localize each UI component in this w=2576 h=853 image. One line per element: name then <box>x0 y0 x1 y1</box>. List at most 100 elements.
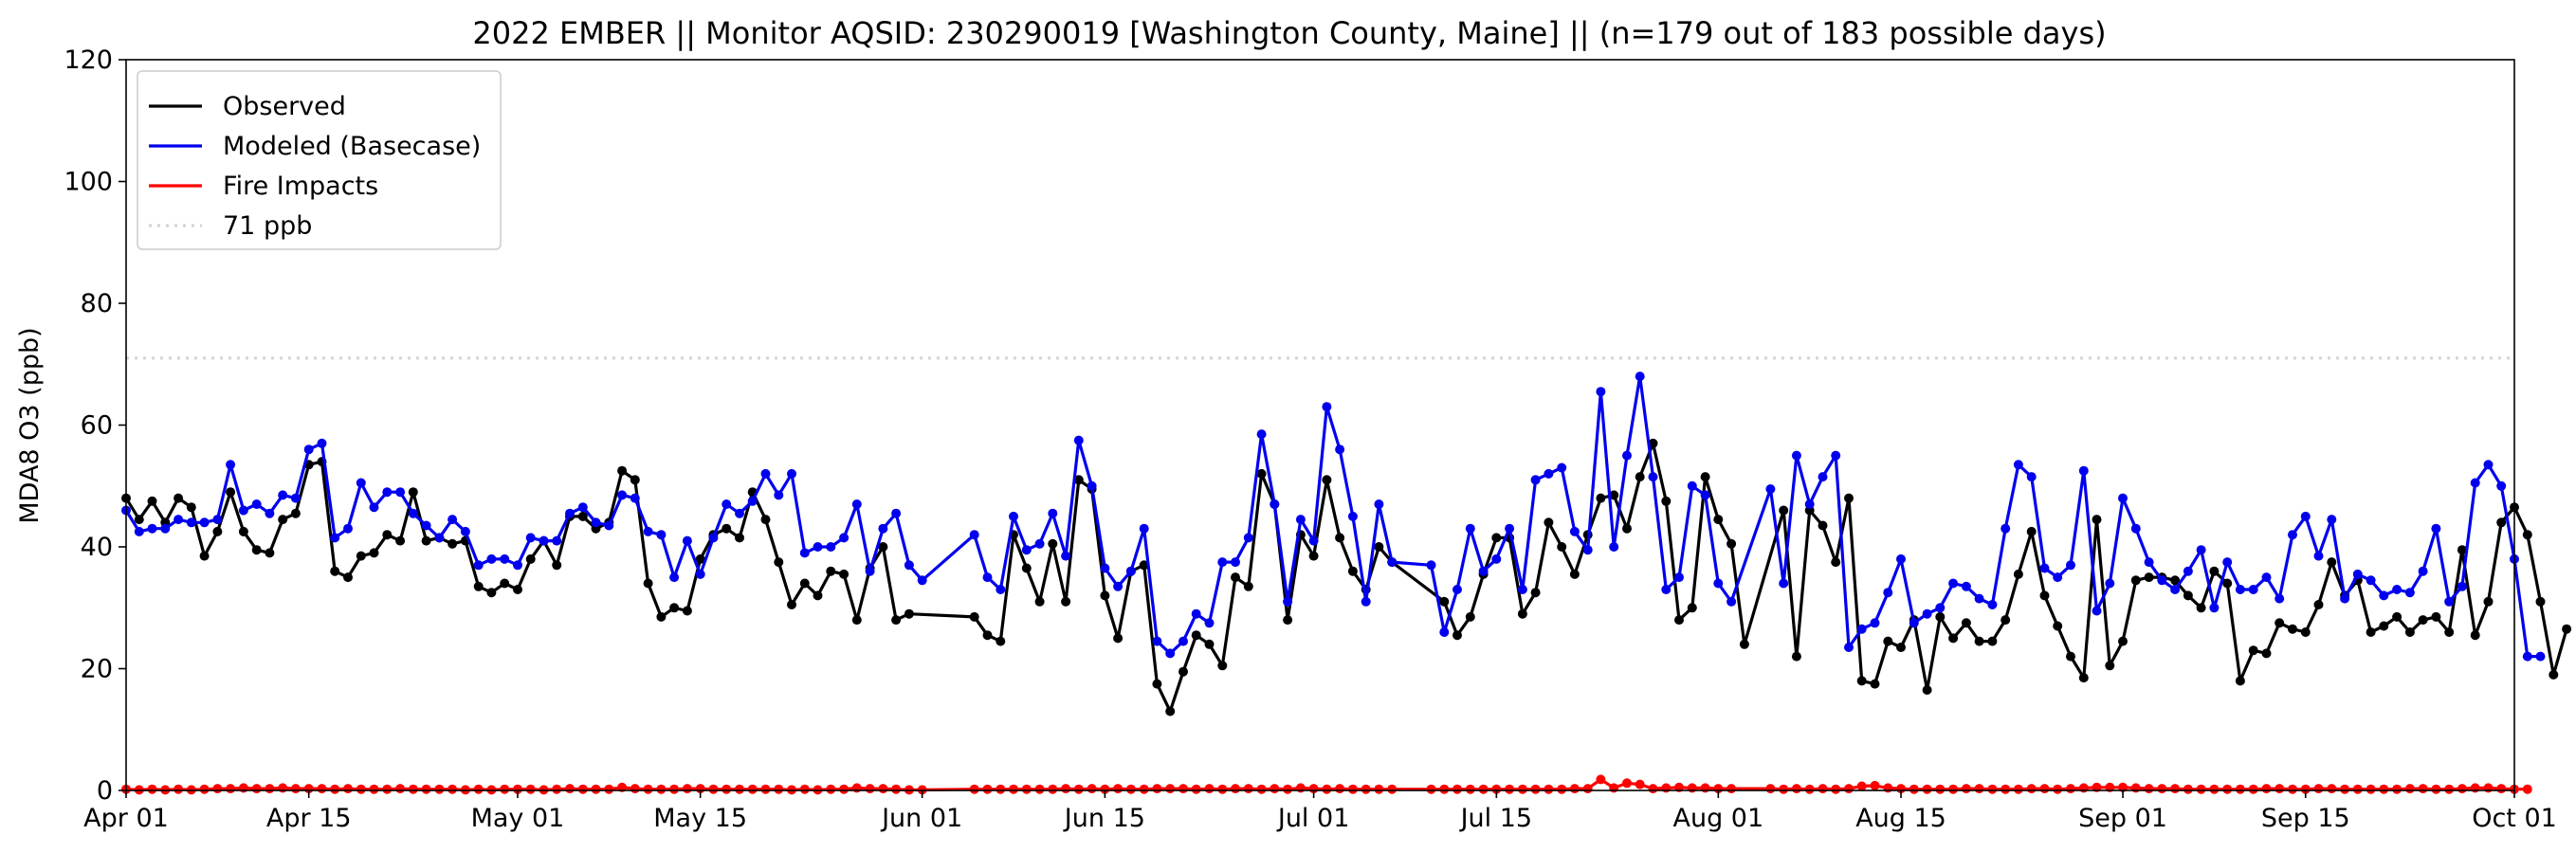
data-point-observed <box>174 493 184 503</box>
y-tick-label: 60 <box>81 411 113 441</box>
data-point-fire-impacts <box>1870 780 1880 790</box>
data-point-observed <box>2288 624 2297 634</box>
data-point-modeled-basecase <box>1804 499 1815 509</box>
data-point-modeled-basecase <box>2092 606 2102 616</box>
data-point-modeled-basecase <box>565 508 575 518</box>
data-point-observed <box>617 465 628 476</box>
data-point-fire-impacts <box>1087 784 1097 794</box>
data-point-observed <box>1204 639 1215 649</box>
data-point-observed <box>1465 611 1475 622</box>
data-point-fire-impacts <box>226 784 236 794</box>
data-point-modeled-basecase <box>996 585 1006 594</box>
x-tick-label: May 15 <box>653 804 747 833</box>
data-point-modeled-basecase <box>787 468 796 479</box>
data-point-modeled-basecase <box>760 468 771 479</box>
chart-title: 2022 EMBER || Monitor AQSID: 230290019 [… <box>472 15 2106 51</box>
data-point-modeled-basecase <box>1113 581 1124 591</box>
data-point-observed <box>473 581 484 591</box>
data-point-fire-impacts <box>2366 784 2376 794</box>
data-point-modeled-basecase <box>2470 478 2480 488</box>
data-point-observed <box>1374 542 1384 552</box>
data-point-fire-impacts <box>2431 784 2441 794</box>
data-point-modeled-basecase <box>238 505 248 516</box>
data-point-fire-impacts <box>722 784 732 794</box>
data-point-modeled-basecase <box>722 499 732 509</box>
data-point-fire-impacts <box>878 784 888 794</box>
data-point-modeled-basecase <box>1530 475 1541 485</box>
data-point-modeled-basecase <box>1961 581 1971 591</box>
data-point-observed <box>1844 493 1854 503</box>
data-point-modeled-basecase <box>1295 515 1306 525</box>
data-point-fire-impacts <box>747 784 758 794</box>
data-point-fire-impacts <box>330 784 340 794</box>
data-point-modeled-basecase <box>1335 445 1345 455</box>
data-point-modeled-basecase <box>460 526 470 536</box>
data-point-observed <box>1139 560 1149 571</box>
data-point-modeled-basecase <box>2352 569 2363 579</box>
data-point-modeled-basecase <box>1883 588 1893 598</box>
data-point-observed <box>1713 515 1724 525</box>
data-point-fire-impacts <box>2248 784 2258 794</box>
data-point-fire-impacts <box>1530 784 1541 794</box>
data-point-observed <box>2053 621 2063 631</box>
data-point-fire-impacts <box>996 784 1006 794</box>
data-point-modeled-basecase <box>617 490 628 500</box>
data-point-observed <box>278 515 288 525</box>
data-point-fire-impacts <box>1831 784 1841 794</box>
data-point-observed <box>2300 627 2311 637</box>
data-point-modeled-basecase <box>1139 523 1149 534</box>
data-point-observed <box>630 475 640 485</box>
data-point-modeled-basecase <box>395 487 406 498</box>
data-point-modeled-basecase <box>969 530 979 540</box>
data-point-fire-impacts <box>1844 784 1854 794</box>
data-point-observed <box>1935 611 1946 622</box>
data-point-observed <box>1048 538 1058 549</box>
data-point-modeled-basecase <box>1674 572 1684 583</box>
data-point-modeled-basecase <box>1713 578 1724 589</box>
data-point-fire-impacts <box>1374 784 1384 794</box>
data-point-observed <box>1452 630 1462 641</box>
data-point-observed <box>1648 438 1658 448</box>
data-point-fire-impacts <box>1452 784 1462 794</box>
data-point-fire-impacts <box>356 784 366 794</box>
data-point-modeled-basecase <box>1896 554 1906 564</box>
data-point-observed <box>2222 578 2233 589</box>
data-point-modeled-basecase <box>1491 554 1502 564</box>
data-point-observed <box>1100 590 1110 601</box>
data-point-fire-impacts <box>1361 784 1371 794</box>
data-point-modeled-basecase <box>1648 472 1658 482</box>
data-point-modeled-basecase <box>448 515 458 525</box>
data-point-observed <box>1191 630 1201 641</box>
data-point-fire-impacts <box>1700 783 1710 793</box>
data-point-observed <box>2496 517 2507 528</box>
y-tick-label: 120 <box>64 45 113 75</box>
data-point-modeled-basecase <box>186 517 196 528</box>
data-point-observed <box>1165 706 1176 717</box>
data-point-modeled-basecase <box>1374 499 1384 509</box>
data-point-modeled-basecase <box>839 533 850 543</box>
data-point-modeled-basecase <box>1974 593 1984 604</box>
data-point-observed <box>1961 618 1971 628</box>
data-point-observed <box>2379 621 2389 631</box>
data-point-observed <box>1113 633 1124 644</box>
data-point-fire-impacts <box>2327 784 2337 794</box>
data-point-observed <box>382 530 393 540</box>
data-point-observed <box>1557 542 1567 552</box>
data-point-fire-impacts <box>2313 784 2324 794</box>
data-point-observed <box>486 588 497 598</box>
data-point-modeled-basecase <box>421 520 431 531</box>
data-point-observed <box>656 611 667 622</box>
y-axis-label: MDA8 O3 (ppb) <box>15 327 45 523</box>
data-point-fire-impacts <box>500 784 510 794</box>
data-point-modeled-basecase <box>2105 578 2115 589</box>
data-point-fire-impacts <box>865 784 875 794</box>
data-point-observed <box>1073 475 1084 485</box>
data-point-fire-impacts <box>382 784 393 794</box>
data-point-modeled-basecase <box>552 535 562 546</box>
data-point-observed <box>669 603 680 613</box>
data-point-modeled-basecase <box>2275 593 2285 604</box>
data-point-fire-impacts <box>1478 784 1489 794</box>
data-point-modeled-basecase <box>1021 545 1032 555</box>
data-point-modeled-basecase <box>134 526 144 536</box>
data-point-observed <box>2261 648 2272 659</box>
